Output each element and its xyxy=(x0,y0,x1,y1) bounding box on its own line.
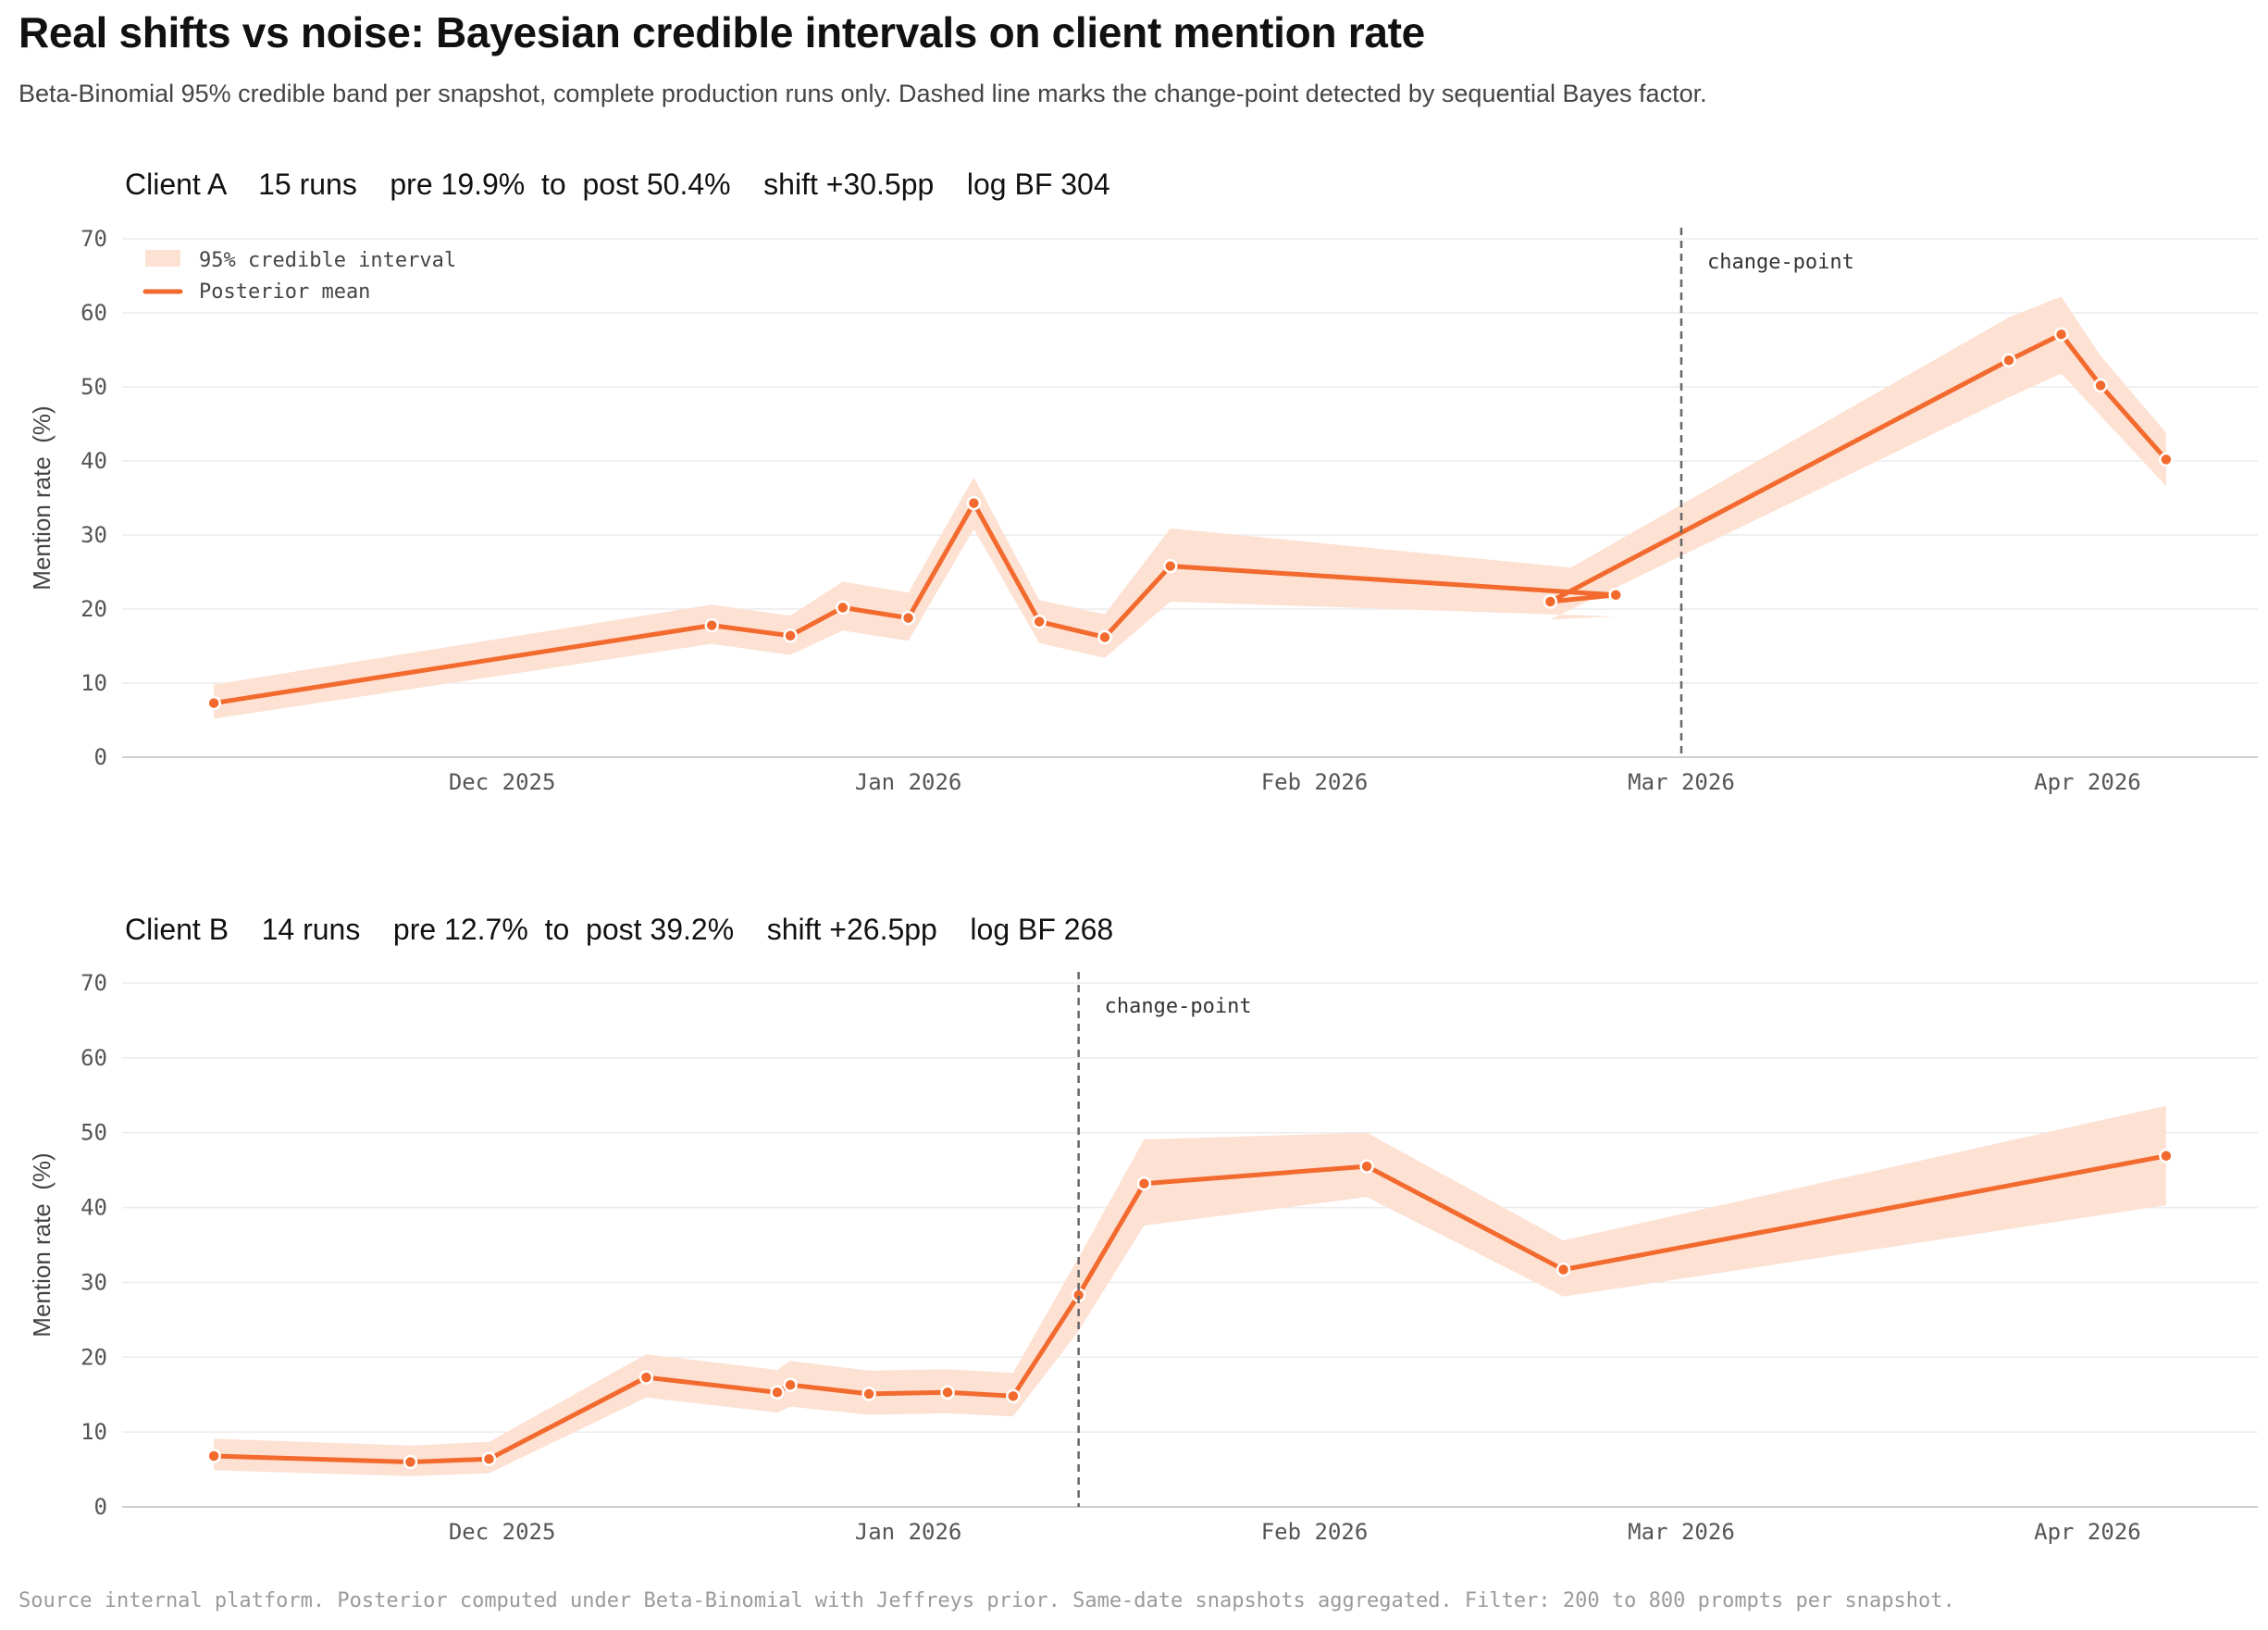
data-point xyxy=(783,1377,798,1392)
y-tick-label: 70 xyxy=(81,226,107,252)
panel-title: Client A 15 runs pre 19.9% to post 50.4%… xyxy=(125,168,1110,201)
data-point xyxy=(940,1385,955,1400)
legend-line-label: Posterior mean xyxy=(199,280,370,304)
page-subtitle: Beta-Binomial 95% credible band per snap… xyxy=(19,80,1707,107)
data-point xyxy=(1163,558,1178,574)
y-tick-label: 10 xyxy=(81,670,107,696)
x-tick-label: Mar 2026 xyxy=(1628,769,1735,795)
data-point xyxy=(2002,353,2016,367)
y-tick-label: 30 xyxy=(81,1269,107,1295)
data-point xyxy=(403,1454,418,1470)
data-point xyxy=(861,1387,876,1401)
y-tick-label: 50 xyxy=(81,1120,107,1146)
credible-band xyxy=(214,296,2166,719)
y-tick-label: 60 xyxy=(81,1045,107,1071)
data-point xyxy=(2159,452,2174,467)
posterior-mean-line xyxy=(211,1153,2169,1464)
x-tick-label: Mar 2026 xyxy=(1628,1519,1735,1545)
y-tick-label: 60 xyxy=(81,300,107,326)
data-point xyxy=(1359,1159,1374,1174)
legend-band-swatch xyxy=(145,250,180,267)
data-point xyxy=(704,617,719,633)
data-point xyxy=(206,1449,221,1463)
data-point xyxy=(2093,378,2108,393)
x-tick-label: Feb 2026 xyxy=(1261,1519,1369,1545)
x-tick-label: Jan 2026 xyxy=(855,1519,962,1545)
data-point xyxy=(1608,588,1623,603)
y-tick-label: 10 xyxy=(81,1419,107,1445)
panel-client-b: Client B 14 runs pre 12.7% to post 39.2%… xyxy=(28,913,2258,1545)
y-tick-label: 20 xyxy=(81,596,107,622)
change-point-label: change-point xyxy=(1707,251,1854,274)
credible-band xyxy=(214,1105,2166,1476)
data-point xyxy=(206,695,221,711)
data-point xyxy=(836,600,850,616)
data-point xyxy=(900,610,916,626)
x-tick-label: Apr 2026 xyxy=(2034,769,2141,795)
y-tick-label: 70 xyxy=(81,970,107,996)
panel-client-a: Client A 15 runs pre 19.9% to post 50.4%… xyxy=(28,168,2258,795)
data-point xyxy=(770,1385,785,1400)
y-tick-label: 30 xyxy=(81,522,107,548)
page-title: Real shifts vs noise: Bayesian credible … xyxy=(19,8,1425,56)
y-axis-label: Mention rate (%) xyxy=(28,1152,56,1337)
y-tick-label: 50 xyxy=(81,374,107,400)
data-point xyxy=(1097,629,1112,645)
data-point xyxy=(2053,327,2069,342)
data-point xyxy=(1555,1262,1571,1277)
x-tick-label: Jan 2026 xyxy=(855,769,962,795)
panel-title: Client B 14 runs pre 12.7% to post 39.2%… xyxy=(125,913,1113,946)
data-point xyxy=(1006,1388,1021,1404)
data-point xyxy=(481,1451,497,1467)
y-tick-label: 40 xyxy=(81,448,107,474)
data-point xyxy=(1032,614,1047,629)
x-tick-label: Feb 2026 xyxy=(1261,769,1369,795)
y-tick-label: 0 xyxy=(94,744,107,770)
y-tick-label: 0 xyxy=(94,1494,107,1520)
x-tick-label: Dec 2025 xyxy=(449,769,556,795)
data-point xyxy=(2159,1149,2174,1163)
change-point-label: change-point xyxy=(1105,995,1252,1018)
y-tick-label: 20 xyxy=(81,1344,107,1370)
data-point xyxy=(1136,1176,1152,1191)
data-point xyxy=(783,628,798,643)
source-note: Source internal platform. Posterior comp… xyxy=(19,1589,1955,1612)
data-point xyxy=(966,495,982,511)
y-axis-label: Mention rate (%) xyxy=(28,405,56,590)
y-tick-label: 40 xyxy=(81,1195,107,1221)
legend-band-label: 95% credible interval xyxy=(199,249,456,272)
x-tick-label: Apr 2026 xyxy=(2034,1519,2141,1545)
x-tick-label: Dec 2025 xyxy=(449,1519,556,1545)
data-point xyxy=(1543,594,1558,609)
data-point xyxy=(638,1370,654,1385)
